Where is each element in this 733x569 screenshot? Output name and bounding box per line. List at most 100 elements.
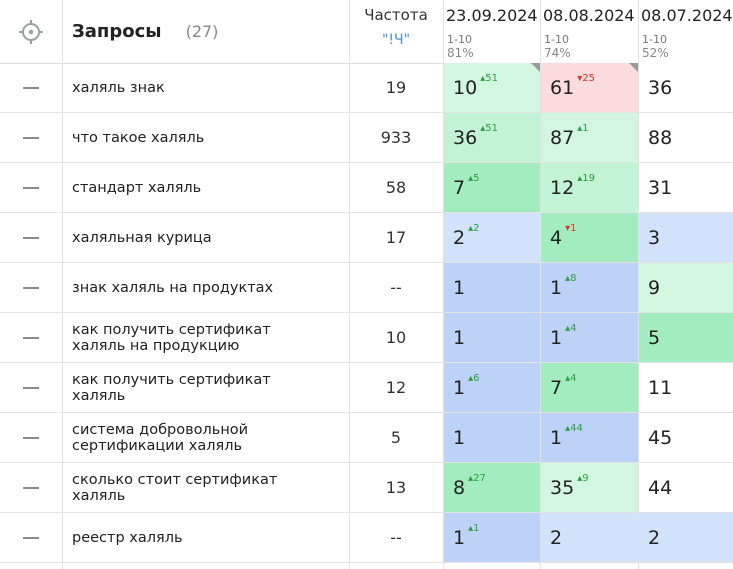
position-cell: 88 bbox=[638, 113, 733, 162]
column-divider bbox=[62, 0, 63, 569]
table-row[interactable]: система добровольной сертификации халяль 5… bbox=[0, 413, 733, 463]
query-cell[interactable]: как получить сертификат халяль bbox=[62, 363, 349, 412]
table-row[interactable]: реестр халяль -- 1 ▴1 2 2 bbox=[0, 513, 733, 563]
query-cell[interactable]: реестр халяль bbox=[62, 513, 349, 562]
frequency-cell: 17 bbox=[385, 228, 407, 247]
trend-down-icon: ▾ bbox=[565, 223, 571, 234]
position-cell: 7 ▴5 bbox=[443, 163, 540, 212]
delta-value: 4 bbox=[570, 323, 577, 334]
collapse-icon[interactable] bbox=[0, 363, 62, 412]
collapse-icon[interactable] bbox=[0, 313, 62, 362]
table-header: Запросы (27) Частота "!Ч" 23.09.2024 1-1… bbox=[0, 0, 733, 64]
position-cell: 11 bbox=[638, 363, 733, 412]
position-delta: ▴19 bbox=[577, 173, 595, 184]
delta-value: 1 bbox=[582, 123, 589, 134]
delta-value: 1 bbox=[473, 523, 480, 534]
date-label: 23.09.2024 bbox=[446, 6, 538, 25]
query-text: знак халяль на продуктах bbox=[72, 279, 274, 296]
position-value: 36 bbox=[453, 126, 478, 149]
query-cell[interactable]: стандарт халяль bbox=[62, 163, 349, 212]
date-column-1[interactable]: 23.09.2024 1-10 81% bbox=[443, 0, 540, 63]
query-cell[interactable]: знак халяль на продуктах bbox=[62, 263, 349, 312]
position-delta: ▴1 bbox=[577, 123, 588, 134]
date-label: 08.07.2024 bbox=[641, 6, 733, 25]
frequency-mode[interactable]: "!Ч" bbox=[381, 32, 411, 48]
collapse-icon[interactable] bbox=[0, 63, 62, 112]
table-row[interactable]: халяль знак 19 10 ▴51 61 ▾25 36 bbox=[0, 63, 733, 113]
position-delta: ▴51 bbox=[480, 73, 498, 84]
table-row[interactable]: халяльная курица 17 2 ▴2 4 ▾1 3 bbox=[0, 213, 733, 263]
table-row[interactable]: как получить сертификат халяль 12 1 ▴6 7 ▴4 11 bbox=[0, 363, 733, 413]
frequency-cell: -- bbox=[390, 278, 402, 297]
trend-up-icon: ▴ bbox=[565, 273, 571, 284]
query-cell[interactable]: система добровольной сертификации халяль bbox=[62, 413, 349, 462]
table-row[interactable]: что такое халяль 933 36 ▴51 87 ▴1 88 bbox=[0, 113, 733, 163]
delta-value: 4 bbox=[570, 373, 577, 384]
query-cell[interactable]: сколько стоит сертификат халяль bbox=[62, 463, 349, 512]
query-cell[interactable]: что такое халяль bbox=[62, 113, 349, 162]
query-text: сертификации халяль bbox=[72, 437, 243, 454]
collapse-icon[interactable] bbox=[0, 163, 62, 212]
position-value: 1 bbox=[453, 426, 466, 449]
position-value: 8 bbox=[453, 476, 466, 499]
table-row[interactable]: сколько стоит сертификат халяль 13 8 ▴27 35 ▴9… bbox=[0, 463, 733, 513]
position-cell: 87 ▴1 bbox=[540, 113, 638, 162]
position-cell: 5 bbox=[638, 313, 733, 362]
collapse-icon[interactable] bbox=[0, 213, 62, 262]
delta-value: 9 bbox=[582, 473, 589, 484]
position-value: 31 bbox=[648, 176, 673, 199]
query-text: стандарт халяль bbox=[72, 179, 202, 196]
date-label: 08.08.2024 bbox=[543, 6, 635, 25]
position-cell: 10 ▴51 bbox=[443, 63, 540, 112]
position-delta: ▴4 bbox=[565, 373, 576, 384]
collapse-icon[interactable] bbox=[0, 413, 62, 462]
delta-value: 19 bbox=[582, 173, 595, 184]
query-cell[interactable]: как получить сертификат халяль на продукц… bbox=[62, 313, 349, 362]
collapse-icon[interactable] bbox=[0, 263, 62, 312]
position-value: 45 bbox=[648, 426, 673, 449]
collapse-icon[interactable] bbox=[0, 463, 62, 512]
date-column-2[interactable]: 08.08.2024 1-10 74% bbox=[540, 0, 638, 63]
frequency-cell: 5 bbox=[390, 428, 402, 447]
frequency-header[interactable]: Частота "!Ч" bbox=[349, 0, 443, 63]
delta-value: 51 bbox=[485, 73, 498, 84]
position-value: 88 bbox=[648, 126, 673, 149]
position-value: 11 bbox=[648, 376, 673, 399]
position-delta: ▴6 bbox=[468, 373, 479, 384]
column-divider bbox=[443, 0, 444, 569]
query-text: как получить сертификат bbox=[72, 321, 271, 338]
trend-up-icon: ▴ bbox=[480, 73, 486, 84]
trend-up-icon: ▴ bbox=[468, 173, 474, 184]
queries-header[interactable]: Запросы (27) bbox=[62, 0, 349, 63]
position-value: 35 bbox=[550, 476, 575, 499]
position-delta: ▾25 bbox=[577, 73, 595, 84]
trend-up-icon: ▴ bbox=[468, 523, 474, 534]
position-value: 2 bbox=[550, 526, 563, 549]
target-icon[interactable] bbox=[0, 0, 62, 63]
position-cell: 8 ▴27 bbox=[443, 463, 540, 512]
query-cell[interactable]: халяльная курица bbox=[62, 213, 349, 262]
date-column-3[interactable]: 08.07.2024 1-10 52% bbox=[638, 0, 733, 63]
query-cell[interactable]: халяль знак bbox=[62, 63, 349, 112]
delta-value: 44 bbox=[570, 423, 583, 434]
trend-up-icon: ▴ bbox=[565, 323, 571, 334]
position-value: 12 bbox=[550, 176, 575, 199]
delta-value: 6 bbox=[473, 373, 480, 384]
trend-up-icon: ▴ bbox=[577, 473, 583, 484]
position-delta: ▴27 bbox=[468, 473, 486, 484]
collapse-icon[interactable] bbox=[0, 113, 62, 162]
table-row[interactable]: знак халяль на продуктах -- 1 1 ▴8 9 bbox=[0, 263, 733, 313]
position-value: 44 bbox=[648, 476, 673, 499]
collapse-icon[interactable] bbox=[0, 513, 62, 562]
delta-value: 5 bbox=[473, 173, 480, 184]
table-row[interactable]: стандарт халяль 58 7 ▴5 12 ▴19 31 bbox=[0, 163, 733, 213]
corner-marker-icon bbox=[629, 63, 638, 72]
query-text: система добровольной bbox=[72, 421, 249, 438]
frequency-cell: 19 bbox=[385, 78, 407, 97]
table-row[interactable]: как получить сертификат халяль на продукц… bbox=[0, 313, 733, 363]
position-delta: ▴5 bbox=[468, 173, 479, 184]
date-range: 1-10 bbox=[642, 33, 667, 46]
position-delta: ▾1 bbox=[565, 223, 576, 234]
position-cell: 2 bbox=[638, 513, 733, 562]
trend-up-icon: ▴ bbox=[577, 173, 583, 184]
